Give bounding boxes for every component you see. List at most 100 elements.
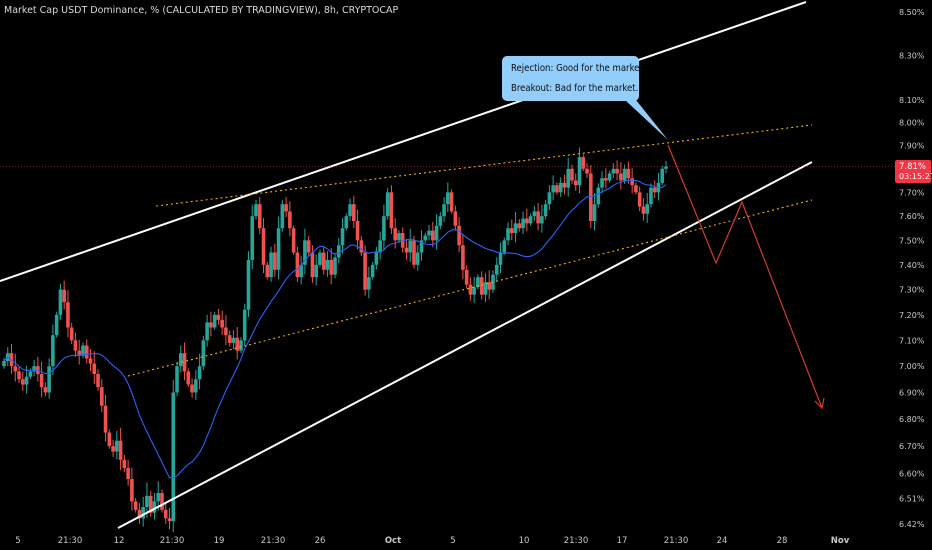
candle-body xyxy=(461,245,465,270)
candle-body xyxy=(115,440,119,452)
candle-body xyxy=(622,168,627,181)
candle-body xyxy=(182,353,187,372)
candle-body xyxy=(540,216,544,224)
candle-body xyxy=(73,340,78,351)
candle-body xyxy=(288,211,292,229)
channel-lower-line xyxy=(117,161,813,529)
candle-body xyxy=(634,185,638,193)
candle-body xyxy=(434,225,439,241)
candle-body xyxy=(333,257,337,275)
candle-body xyxy=(273,252,277,270)
dotted-resistance-line xyxy=(155,124,813,207)
candle-body xyxy=(525,218,529,224)
candle-body xyxy=(133,501,138,510)
candle-body xyxy=(156,493,161,502)
candle-body xyxy=(201,340,206,367)
candle-body xyxy=(513,223,518,234)
y-tick-label: 8.10% xyxy=(899,96,925,105)
candle-body xyxy=(167,518,172,522)
candle-body xyxy=(24,376,29,385)
candle-body xyxy=(28,371,33,377)
candle-body xyxy=(51,335,55,367)
candle-body xyxy=(314,264,318,278)
x-tick-label: Oct xyxy=(385,536,401,546)
candle-body xyxy=(555,185,559,193)
y-tick-label: 7.90% xyxy=(899,142,925,151)
candle-body xyxy=(438,216,443,226)
x-tick-label: 26 xyxy=(315,536,326,546)
candle-body xyxy=(543,204,548,217)
candle-body xyxy=(340,228,345,246)
annotation-line-breakout: Breakout: Bad for the market. xyxy=(511,83,639,94)
candle-body xyxy=(427,230,431,236)
candle-body xyxy=(423,235,428,241)
candle-body xyxy=(626,168,631,179)
candle-body xyxy=(160,493,164,510)
y-tick-label: 6.70% xyxy=(899,442,925,451)
candle-body xyxy=(303,240,307,265)
candle-body xyxy=(344,216,349,229)
candle-body xyxy=(494,264,499,275)
candle-body xyxy=(370,264,375,278)
candle-body xyxy=(269,252,273,278)
candle-body xyxy=(415,252,420,265)
candle-body xyxy=(630,178,634,186)
x-tick-label: 19 xyxy=(214,536,225,546)
candle-body xyxy=(299,264,303,278)
x-tick-label: 21:30 xyxy=(160,536,185,546)
candle-body xyxy=(284,204,288,212)
last-price-tag: 7.81% 03:15:27 xyxy=(895,160,932,183)
y-tick-label: 6.51% xyxy=(899,495,925,504)
candle-body xyxy=(254,204,258,217)
candle-body xyxy=(397,233,401,241)
y-tick-label: 8.00% xyxy=(899,119,925,128)
x-tick-label: 21:30 xyxy=(261,536,286,546)
candle-body xyxy=(209,322,213,328)
candle-body xyxy=(205,322,209,341)
callout-pointer xyxy=(625,100,668,140)
last-price-value: 7.81% xyxy=(899,162,927,172)
candle-body xyxy=(551,185,555,193)
candle-body xyxy=(220,319,224,328)
candle-body xyxy=(197,366,202,380)
candle-body xyxy=(235,337,240,351)
projection-arrowhead xyxy=(814,397,825,410)
annotation-callout[interactable]: Rejection: Good for the market. Breakout… xyxy=(502,56,646,101)
moving-average-line xyxy=(3,179,667,479)
y-tick-label: 7.00% xyxy=(899,362,925,371)
candle-body xyxy=(566,168,571,188)
candle-body xyxy=(318,252,322,265)
candle-body xyxy=(39,374,44,388)
candle-body xyxy=(645,204,649,214)
candle-body xyxy=(329,259,334,275)
candle-body xyxy=(224,327,228,336)
y-tick-label: 7.30% xyxy=(899,286,925,295)
candle-body xyxy=(13,366,18,372)
candle-body xyxy=(367,277,371,290)
candle-body xyxy=(476,277,480,288)
candle-body xyxy=(393,228,397,241)
candle-body xyxy=(186,371,191,385)
y-tick-label: 6.80% xyxy=(899,415,925,424)
candle-body xyxy=(163,509,168,519)
candle-body xyxy=(88,358,93,364)
candle-body xyxy=(442,204,446,217)
candle-body xyxy=(382,216,386,241)
x-tick-label: 24 xyxy=(717,536,728,546)
candle-body xyxy=(408,240,413,253)
candle-body xyxy=(487,282,492,290)
candle-body xyxy=(472,287,476,295)
candle-body xyxy=(517,223,522,229)
candle-body xyxy=(547,192,552,205)
candle-body xyxy=(69,327,74,341)
candle-body xyxy=(449,192,454,212)
candle-body xyxy=(600,178,604,188)
candle-body xyxy=(92,363,97,375)
candle-body xyxy=(359,240,364,253)
candle-body xyxy=(468,284,473,295)
projection-path xyxy=(667,144,823,409)
candle-body xyxy=(295,252,300,278)
candle-body xyxy=(532,211,537,217)
candle-body xyxy=(479,277,484,295)
